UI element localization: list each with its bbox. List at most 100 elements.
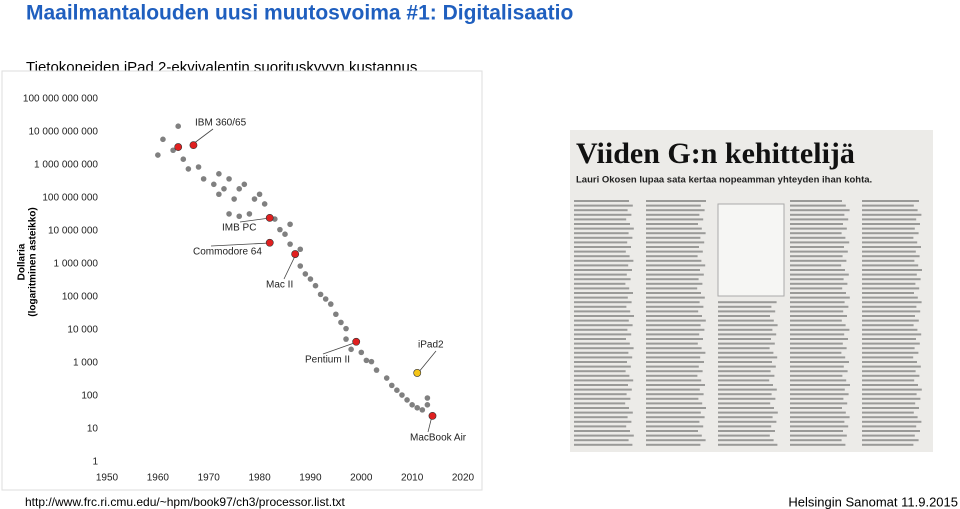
text-line: [862, 430, 920, 432]
text-line: [574, 333, 632, 336]
text-line: [574, 342, 630, 345]
text-line: [574, 209, 628, 212]
text-line: [646, 305, 704, 308]
text-line: [790, 315, 847, 317]
text-line: [718, 388, 777, 391]
text-line: [646, 324, 701, 327]
text-line: [574, 416, 628, 419]
text-line: [862, 241, 918, 244]
text-line: [790, 379, 847, 382]
data-point: [265, 213, 274, 222]
text-line: [646, 342, 698, 345]
text-line: [862, 338, 916, 340]
data-point: [211, 181, 217, 188]
text-line: [718, 397, 776, 400]
text-line: [574, 365, 631, 368]
text-line: [790, 351, 842, 354]
text-line: [574, 397, 631, 400]
text-line: [790, 365, 844, 368]
text-line: [646, 365, 699, 368]
data-point: [343, 336, 349, 342]
text-line: [718, 351, 774, 354]
source-link[interactable]: http://www.frc.ri.cmu.edu/~hpm/book97/ch…: [25, 495, 345, 509]
data-point: [251, 196, 258, 202]
text-line: [718, 347, 770, 350]
text-line: [862, 296, 918, 299]
text-line: [574, 218, 627, 221]
text-line: [790, 393, 849, 396]
data-point: [160, 136, 166, 143]
text-line: [790, 282, 848, 285]
text-line: [646, 269, 700, 271]
y-tick-label: 100 000 000 000: [23, 94, 99, 105]
text-line: [862, 328, 918, 331]
y-tick-label: 100 000: [62, 292, 99, 303]
text-line: [646, 347, 702, 350]
leader-line: [210, 242, 271, 247]
annotation: Commodore 64: [193, 247, 262, 258]
text-line: [574, 393, 627, 396]
leader-line: [417, 350, 437, 374]
credit: Helsingin Sanomat 11.9.2015: [788, 494, 958, 509]
text-line: [718, 411, 778, 414]
newspaper-clipping: Viiden G:n kehittelijä Lauri Okosen lupa…: [570, 130, 933, 452]
text-line: [574, 356, 633, 359]
text-line: [574, 351, 629, 354]
text-line: [646, 246, 699, 248]
text-line: [646, 434, 702, 437]
text-line: [718, 443, 778, 446]
text-line: [646, 250, 703, 253]
text-line: [646, 255, 698, 258]
data-point: [231, 196, 237, 202]
text-line: [646, 204, 701, 207]
annotation: iPad2: [418, 340, 444, 351]
text-line: [862, 223, 920, 225]
data-point: [404, 397, 410, 403]
text-line: [574, 204, 633, 207]
text-line: [790, 259, 847, 262]
text-line: [862, 200, 919, 202]
text-line: [646, 361, 704, 363]
text-line: [646, 287, 698, 290]
text-line: [718, 342, 775, 345]
text-line: [574, 282, 626, 285]
y-tick-label: 1 000 000 000: [34, 160, 98, 171]
text-line: [574, 200, 629, 202]
text-line: [790, 310, 844, 313]
text-line: [862, 273, 917, 276]
text-line: [574, 269, 632, 271]
data-point: [338, 319, 344, 326]
text-line: [574, 250, 626, 253]
text-line: [862, 264, 919, 267]
text-line: [646, 384, 705, 386]
text-line: [790, 264, 842, 267]
data-point: [277, 226, 283, 233]
text-line: [862, 342, 920, 345]
text-line: [646, 213, 700, 216]
text-line: [790, 374, 843, 377]
text-line: [790, 370, 848, 373]
text-line: [862, 388, 922, 391]
text-line: [790, 397, 844, 400]
text-line: [574, 384, 628, 386]
text-line: [574, 425, 627, 428]
x-tick-label: 2000: [350, 473, 373, 484]
y-axis-title-line: Dollaria: [17, 243, 28, 280]
leader-line: [239, 217, 271, 223]
text-line: [790, 430, 843, 432]
text-line: [574, 388, 632, 391]
text-line: [790, 236, 846, 239]
text-line: [574, 379, 634, 382]
text-line: [790, 223, 843, 225]
text-line: [790, 273, 849, 276]
data-point: [297, 246, 304, 253]
text-line: [790, 416, 850, 419]
text-line: [718, 374, 775, 377]
y-tick-label: 1 000: [73, 358, 98, 369]
data-point: [312, 282, 319, 289]
text-line: [862, 416, 918, 419]
data-point: [368, 358, 375, 365]
text-line: [718, 384, 773, 386]
text-line: [718, 420, 777, 423]
text-line: [574, 305, 627, 308]
